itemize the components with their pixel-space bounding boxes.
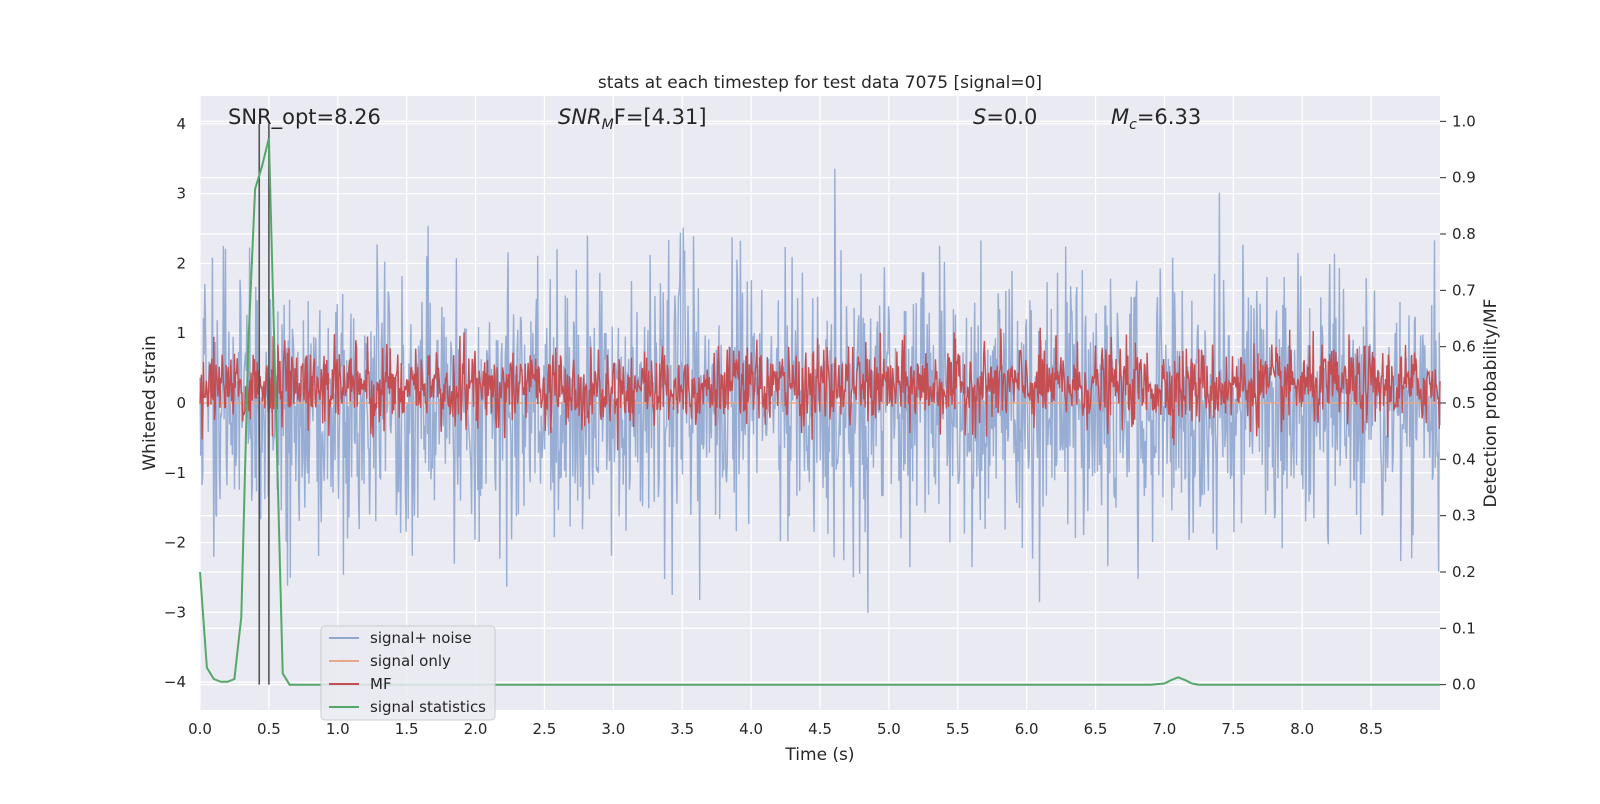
x-tick-label: 5.0 <box>877 720 901 738</box>
legend: signal+ noise signal only MF signal stat… <box>320 625 496 721</box>
y-tick-label: −2 <box>164 534 186 552</box>
snr-mf-rest: F=[4.31] <box>614 105 707 129</box>
y-tick-label: 2 <box>176 254 186 272</box>
x-tick-label: 0.0 <box>188 720 212 738</box>
y-right-tick-label: 0.0 <box>1452 676 1476 694</box>
x-tick-label: 2.5 <box>533 720 557 738</box>
legend-box <box>320 625 496 721</box>
x-tick-label: 7.5 <box>1221 720 1245 738</box>
x-tick-label: 3.5 <box>670 720 694 738</box>
ticks: 0.0 0.5 1.0 1.5 2.0 2.5 3.0 3.5 4.0 4.5 5.0 5.5 6.0 6… <box>164 112 1476 738</box>
legend-label-mf: MF <box>370 675 392 693</box>
x-tick-label: 1.5 <box>395 720 419 738</box>
legend-label-signal-statistics: signal statistics <box>370 698 486 716</box>
x-tick-label: 3.0 <box>601 720 625 738</box>
y-tick-label: 0 <box>176 394 186 412</box>
x-tick-label: 6.5 <box>1084 720 1108 738</box>
y-right-tick-label: 1.0 <box>1452 112 1476 130</box>
chart-title: stats at each timestep for test data 707… <box>598 73 1042 93</box>
x-tick-label: 5.5 <box>946 720 970 738</box>
y-right-tick-label: 0.4 <box>1452 450 1476 468</box>
s-label: S <box>973 105 986 129</box>
y-right-tick-label: 0.3 <box>1452 507 1476 525</box>
y-right-tick-label: 0.8 <box>1452 225 1476 243</box>
y-right-tick-label: 0.6 <box>1452 338 1476 356</box>
legend-label-signal-noise: signal+ noise <box>370 629 472 647</box>
y-tick-label: −1 <box>164 464 186 482</box>
mc-sub: c <box>1129 117 1137 133</box>
x-tick-label: 4.5 <box>808 720 832 738</box>
mc-value: =6.33 <box>1137 105 1201 129</box>
snr-mf-label: SNR <box>558 105 602 129</box>
annotation-snr-mf: SNRMF=[4.31] <box>558 105 707 133</box>
x-tick-label: 0.5 <box>257 720 281 738</box>
x-axis-label: Time (s) <box>784 745 854 765</box>
mc-label: M <box>1111 105 1129 129</box>
x-tick-label: 7.0 <box>1153 720 1177 738</box>
annotation-mc: Mc=6.33 <box>1111 105 1201 133</box>
x-tick-label: 1.0 <box>326 720 350 738</box>
y-right-tick-label: 0.2 <box>1452 563 1476 581</box>
y-axis-right-label: Detection probability/MF <box>1481 299 1501 508</box>
s-value: =0.0 <box>986 105 1037 129</box>
x-tick-label: 8.0 <box>1290 720 1314 738</box>
y-tick-label: −3 <box>164 603 186 621</box>
y-right-tick-label: 0.5 <box>1452 394 1476 412</box>
annotation-s: S=0.0 <box>973 105 1037 129</box>
y-right-tick-label: 0.1 <box>1452 619 1476 637</box>
y-tick-label: 4 <box>176 115 186 133</box>
x-tick-label: 2.0 <box>464 720 488 738</box>
series-signal-noise-line <box>199 168 1441 613</box>
x-tick-label: 4.0 <box>739 720 763 738</box>
y-right-tick-label: 0.9 <box>1452 169 1476 187</box>
x-tick-label: 6.0 <box>1015 720 1039 738</box>
annotation-snr-opt: SNR_opt=8.26 <box>228 105 381 130</box>
legend-label-signal-only: signal only <box>370 652 451 670</box>
y-right-tick-label: 0.7 <box>1452 281 1476 299</box>
y-tick-label: −4 <box>164 673 186 691</box>
y-tick-label: 3 <box>176 185 186 203</box>
series-mf-line <box>199 327 1441 451</box>
y-axis-label: Whitened strain <box>140 335 160 470</box>
y-tick-label: 1 <box>176 324 186 342</box>
x-tick-label: 8.5 <box>1359 720 1383 738</box>
snr-mf-sub: M <box>602 117 614 133</box>
